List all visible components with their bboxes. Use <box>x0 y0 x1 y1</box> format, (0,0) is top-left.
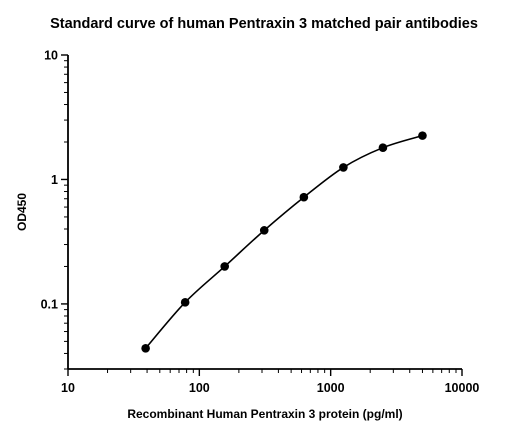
data-point <box>378 143 388 152</box>
x-tick-label: 100 <box>189 381 210 395</box>
data-point <box>220 262 229 271</box>
y-axis-label: OD450 <box>15 193 29 231</box>
data-point <box>259 226 269 235</box>
y-tick-label: 0.1 <box>41 297 58 311</box>
y-axis-ticks: 0.1 1 10 <box>41 49 68 370</box>
data-point <box>180 298 190 307</box>
data-points <box>141 131 427 353</box>
data-point <box>339 163 348 172</box>
y-tick-label: 10 <box>44 49 58 63</box>
data-point <box>418 131 427 140</box>
x-tick-label: 10 <box>61 381 75 395</box>
fit-curve <box>145 134 423 349</box>
x-axis-label: Recombinant Human Pentraxin 3 protein (p… <box>127 407 402 421</box>
data-point <box>299 192 309 202</box>
data-point <box>141 343 150 353</box>
chart-title: Standard curve of human Pentraxin 3 matc… <box>50 16 478 32</box>
x-tick-label: 1000 <box>317 381 345 395</box>
y-tick-label: 1 <box>51 173 58 187</box>
plot-area: 0.1 1 10 10 100 1000 10000 <box>41 49 480 396</box>
x-tick-label: 10000 <box>445 381 480 395</box>
x-axis-ticks: 10 100 1000 10000 <box>61 369 479 395</box>
